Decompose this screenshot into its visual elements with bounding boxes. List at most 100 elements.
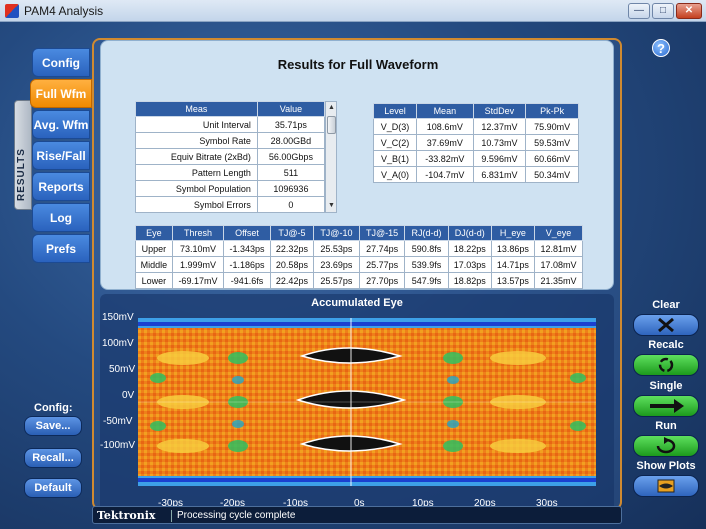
table-row[interactable]: Pattern Length 511: [135, 164, 326, 181]
table-header-row: Meas Value: [135, 101, 326, 117]
tab-full-wfm[interactable]: Full Wfm: [30, 79, 92, 108]
tab-log[interactable]: Log: [32, 203, 90, 232]
run-button[interactable]: [633, 435, 699, 457]
meas-table-scrollbar[interactable]: ▲ ▼: [325, 101, 337, 213]
clear-button[interactable]: [633, 314, 699, 336]
config-label: Config:: [34, 402, 73, 414]
meas-value: 56.00Gbps: [256, 148, 326, 165]
table-cell: 13.57ps: [490, 272, 536, 289]
y-tick-label: -100mV: [100, 440, 136, 451]
table-cell: 18.22ps: [447, 240, 492, 257]
table-cell: V_D(3): [372, 118, 418, 135]
table-row[interactable]: V_A(0) -104.7mV 6.831mV 50.34mV: [372, 166, 579, 183]
recalc-button[interactable]: [633, 354, 699, 376]
table-cell: 23.69ps: [313, 256, 360, 273]
table-cell: Upper: [135, 240, 173, 257]
table-cell: 6.831mV: [472, 166, 527, 183]
results-side-tab-label: RESULTS: [16, 148, 27, 201]
single-button[interactable]: [633, 395, 699, 417]
table-header-row: Level Mean StdDev Pk-Pk: [372, 103, 579, 119]
table-cell: -941.6fs: [223, 272, 271, 289]
x-tick-label: 10ps: [412, 498, 434, 509]
window-title: PAM4 Analysis: [24, 4, 104, 18]
show-plots-label: Show Plots: [636, 460, 696, 472]
table-cell: 18.82ps: [447, 272, 492, 289]
table-row[interactable]: Symbol Population 1096936: [135, 180, 326, 197]
meas-name: Pattern Length: [135, 164, 258, 181]
table-cell: Middle: [135, 256, 173, 273]
tab-reports[interactable]: Reports: [32, 172, 90, 201]
meas-name: Symbol Rate: [135, 132, 258, 149]
table-cell: -104.7mV: [416, 166, 474, 183]
scroll-thumb[interactable]: [327, 116, 336, 134]
meas-value: 511: [256, 164, 326, 181]
save-config-button[interactable]: Save...: [24, 416, 82, 436]
table-cell: 22.32ps: [269, 240, 315, 257]
meas-value: 0: [256, 196, 326, 213]
y-tick-label: -50mV: [103, 416, 133, 427]
table-row[interactable]: V_D(3) 108.6mV 12.37mV 75.90mV: [372, 118, 579, 135]
plot-thumbnail-icon: [657, 479, 675, 493]
scroll-down-icon[interactable]: ▼: [328, 202, 335, 209]
table-row[interactable]: Unit Interval 35.71ps: [135, 116, 326, 133]
default-config-button[interactable]: Default: [24, 478, 82, 498]
table-cell: 17.08mV: [534, 256, 583, 273]
status-message: Processing cycle complete: [177, 510, 296, 521]
x-tick-label: -30ps: [158, 498, 184, 509]
table-row[interactable]: Symbol Rate 28.00GBd: [135, 132, 326, 149]
column-header: Eye: [135, 225, 173, 241]
table-cell: 12.81mV: [534, 240, 583, 257]
x-tick-label: -20ps: [220, 498, 246, 509]
tab-config[interactable]: Config: [32, 48, 90, 77]
scroll-up-icon[interactable]: ▲: [328, 104, 335, 111]
table-row[interactable]: Equiv Bitrate (2xBd) 56.00Gbps: [135, 148, 326, 165]
clear-x-icon: [658, 317, 674, 333]
results-side-tab[interactable]: RESULTS: [14, 100, 32, 210]
column-header: RJ(d-d): [404, 225, 449, 241]
maximize-button[interactable]: □: [652, 3, 674, 19]
table-cell: 539.9fs: [404, 256, 449, 273]
x-tick-label: 0s: [354, 498, 365, 509]
recall-config-button[interactable]: Recall...: [24, 448, 82, 468]
meas-value: 1096936: [256, 180, 326, 197]
tab-avg-wfm[interactable]: Avg. Wfm: [32, 110, 90, 139]
show-plots-button[interactable]: [633, 475, 699, 497]
table-header-row: Eye Thresh Offset TJ@-5 TJ@-10 TJ@-15 RJ…: [135, 225, 583, 241]
table-cell: Lower: [135, 272, 173, 289]
tab-rise-fall[interactable]: Rise/Fall: [32, 141, 90, 170]
table-cell: 27.74ps: [358, 240, 406, 257]
table-row[interactable]: V_B(1) -33.82mV 9.596mV 60.66mV: [372, 150, 579, 167]
column-header: Mean: [416, 103, 474, 119]
run-loop-icon: [656, 437, 676, 454]
close-button[interactable]: ✕: [676, 3, 702, 19]
x-tick-label: 20ps: [474, 498, 496, 509]
table-cell: 20.58ps: [269, 256, 315, 273]
tab-prefs[interactable]: Prefs: [32, 234, 90, 263]
x-tick-label: -10ps: [283, 498, 309, 509]
meas-value: 28.00GBd: [256, 132, 326, 149]
column-header: DJ(d-d): [447, 225, 492, 241]
table-row[interactable]: V_C(2) 37.69mV 10.73mV 59.53mV: [372, 134, 579, 151]
minimize-button[interactable]: —: [628, 3, 650, 19]
table-row[interactable]: Lower -69.17mV -941.6fs 22.42ps 25.57ps 27.70…: [135, 272, 583, 289]
table-cell: 12.37mV: [472, 118, 527, 135]
x-tick-label: 30ps: [536, 498, 558, 509]
meas-name: Symbol Population: [135, 180, 258, 197]
help-icon[interactable]: ?: [652, 39, 670, 57]
table-cell: -69.17mV: [171, 272, 225, 289]
workspace: RESULTS Config Full Wfm Avg. Wfm Rise/Fa…: [0, 22, 706, 529]
column-header: H_eye: [490, 225, 536, 241]
table-cell: 108.6mV: [416, 118, 474, 135]
table-cell: 73.10mV: [171, 240, 225, 257]
table-row[interactable]: Upper 73.10mV -1.343ps 22.32ps 25.53ps 27.74p…: [135, 240, 583, 257]
table-cell: 37.69mV: [416, 134, 474, 151]
results-title: Results for Full Waveform: [277, 57, 439, 72]
meas-name: Equiv Bitrate (2xBd): [135, 148, 258, 165]
table-row[interactable]: Symbol Errors 0: [135, 196, 326, 213]
table-cell: V_B(1): [372, 150, 418, 167]
table-cell: 60.66mV: [525, 150, 579, 167]
meas-name: Symbol Errors: [135, 196, 258, 213]
column-header: V_eye: [534, 225, 583, 241]
table-row[interactable]: Middle 1.999mV -1.186ps 20.58ps 23.69ps 25.77…: [135, 256, 583, 273]
run-label: Run: [655, 420, 677, 432]
